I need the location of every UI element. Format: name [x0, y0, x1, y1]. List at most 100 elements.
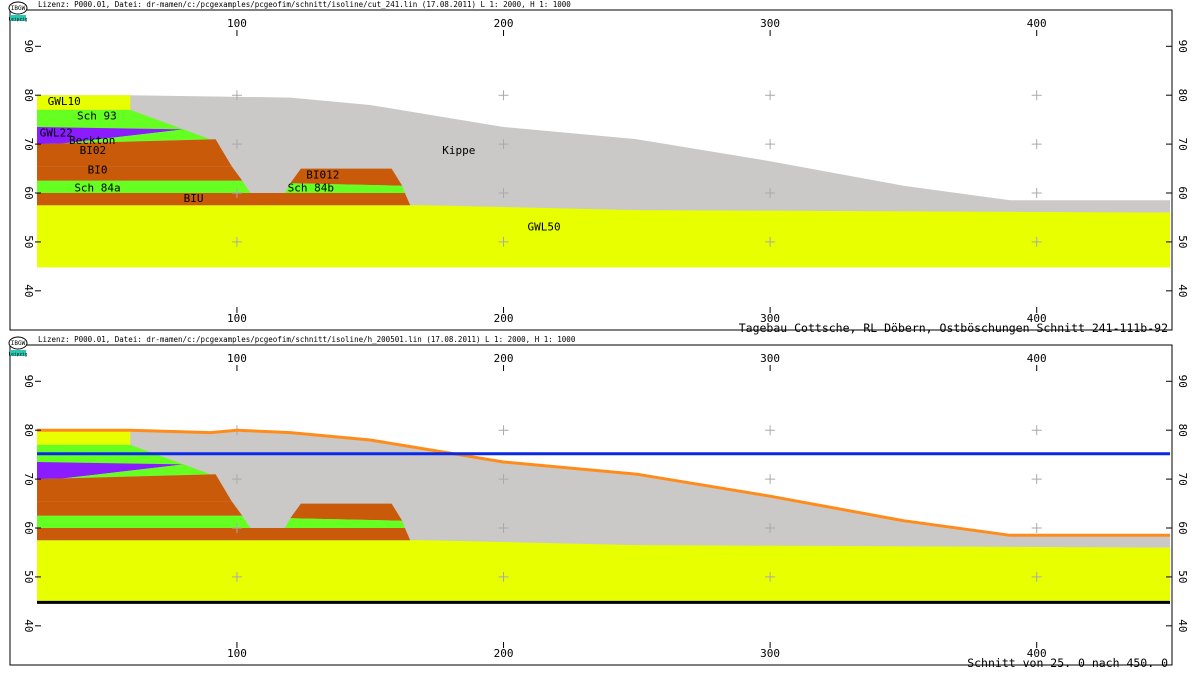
grid-cross [498, 236, 509, 247]
y-tick-label-left: 70 [22, 137, 35, 150]
chart-header: Lizenz: P000.01, Datei: dr-mamen/c:/pcge… [38, 0, 571, 9]
y-tick-label-left: 90 [22, 375, 35, 388]
grid-cross [231, 188, 242, 199]
layer-label: BI02 [80, 144, 107, 157]
layer-sch-84b [284, 183, 405, 193]
grid-cross [498, 188, 509, 199]
layer-gwl10 [37, 430, 131, 445]
layer-gwl22 [37, 462, 184, 482]
section-chart-top: 100 100 200 200 300 300 400 400 40 40 50 50 60 60 70 70… [8, 0, 1189, 335]
y-tick-label-right: 70 [1176, 137, 1189, 150]
grid-cross [765, 474, 776, 485]
layer-sch-84a [37, 180, 251, 193]
grid-cross [1031, 571, 1042, 582]
y-tick-label-left: 40 [22, 619, 35, 632]
grid-cross [765, 236, 776, 247]
chart-header: Lizenz: P000.01, Datei: dr-mamen/c:/pcge… [38, 335, 576, 344]
grid-cross [231, 474, 242, 485]
grid-cross [498, 571, 509, 582]
grid-cross [498, 139, 509, 150]
layer-bi012 [290, 168, 403, 186]
layer-bi012 [290, 503, 403, 521]
layer-beckton [37, 464, 211, 482]
x-tick-label-top: 400 [1027, 352, 1047, 365]
x-tick-label-bottom: 200 [494, 312, 514, 325]
grid-cross [765, 571, 776, 582]
layer-label: GWL50 [528, 221, 561, 234]
layer-label: Kippe [442, 144, 475, 157]
layer-gwl50 [37, 205, 1170, 268]
grid-cross [498, 90, 509, 101]
layer-bi0 [37, 166, 243, 181]
y-tick-label-right: 80 [1176, 89, 1189, 102]
chart-panel-top: 100 100 200 200 300 300 400 400 40 40 50 50 60 60 70 70… [0, 0, 1196, 335]
layer-label: Sch 84a [74, 182, 120, 195]
x-tick-label-bottom: 200 [494, 647, 514, 660]
y-tick-label-left: 90 [22, 40, 35, 53]
grid-cross [231, 571, 242, 582]
layer-label: BI0 [88, 163, 108, 176]
y-tick-label-right: 60 [1176, 521, 1189, 534]
layer-label: BI012 [306, 168, 339, 181]
layer-gwl10 [37, 95, 131, 110]
y-tick-label-right: 90 [1176, 40, 1189, 53]
grid-cross [498, 425, 509, 436]
grid-cross [765, 523, 776, 534]
grid-cross [231, 139, 242, 150]
layer-biu [37, 193, 411, 206]
grid-cross [498, 523, 509, 534]
logo-icon [8, 336, 28, 350]
x-tick-label-top: 300 [760, 352, 780, 365]
y-tick-label-right: 40 [1176, 284, 1189, 297]
layer-label: Sch 93 [77, 110, 117, 123]
y-tick-label-left: 60 [22, 521, 35, 534]
chart-caption: Schnitt von 25. 0 nach 450. 0 [967, 656, 1168, 670]
y-tick-label-left: 70 [22, 472, 35, 485]
chart-panel-bottom: 100 100 200 200 300 300 400 400 40 40 50 50 60 60 70 70… [0, 335, 1196, 670]
x-tick-label-top: 200 [494, 352, 514, 365]
grid-cross [1031, 474, 1042, 485]
y-tick-label-right: 50 [1176, 235, 1189, 248]
layer-label: GWL22 [40, 126, 73, 139]
layer-label: BIU [184, 192, 204, 205]
logo-icon [8, 1, 28, 15]
y-tick-label-left: 50 [22, 235, 35, 248]
layer-bi02 [37, 139, 232, 167]
logo-subtext: Leipzig [9, 17, 28, 23]
section-chart-bottom: 100 100 200 200 300 300 400 400 40 40 50 50 60 60 70 70… [8, 335, 1189, 670]
grid-cross [231, 90, 242, 101]
grid-cross [765, 90, 776, 101]
x-tick-label-top: 100 [227, 352, 247, 365]
line-surface-line [37, 428, 1170, 537]
grid-cross [1031, 188, 1042, 199]
grid-cross [765, 139, 776, 150]
y-tick-label-left: 80 [22, 424, 35, 437]
x-tick-label-bottom: 400 [1027, 312, 1047, 325]
layer-label: GWL10 [48, 95, 81, 108]
layer-sch-84a [37, 515, 251, 528]
y-tick-label-right: 80 [1176, 424, 1189, 437]
x-tick-label-bottom: 100 [227, 647, 247, 660]
grid-cross [765, 425, 776, 436]
layer-gwl50 [37, 540, 1170, 603]
layer-sch-84b [284, 518, 405, 528]
logo-text: IBGW [11, 340, 26, 347]
grid-cross [765, 188, 776, 199]
y-tick-label-right: 70 [1176, 472, 1189, 485]
x-tick-label-top: 400 [1027, 17, 1047, 30]
grid-cross [1031, 236, 1042, 247]
layer-beckton [37, 129, 211, 147]
x-tick-label-top: 200 [494, 17, 514, 30]
grid-cross [1031, 90, 1042, 101]
layer-sch-93 [37, 109, 184, 130]
layer-gwl22 [37, 127, 184, 147]
layer-label: Beckton [69, 134, 115, 147]
x-tick-label-top: 100 [227, 17, 247, 30]
logo-badge [10, 15, 26, 21]
logo-badge [10, 350, 26, 356]
grid-cross [1031, 523, 1042, 534]
y-tick-label-left: 80 [22, 89, 35, 102]
y-tick-label-right: 90 [1176, 375, 1189, 388]
x-tick-label-bottom: 400 [1027, 647, 1047, 660]
x-tick-label-top: 300 [760, 17, 780, 30]
